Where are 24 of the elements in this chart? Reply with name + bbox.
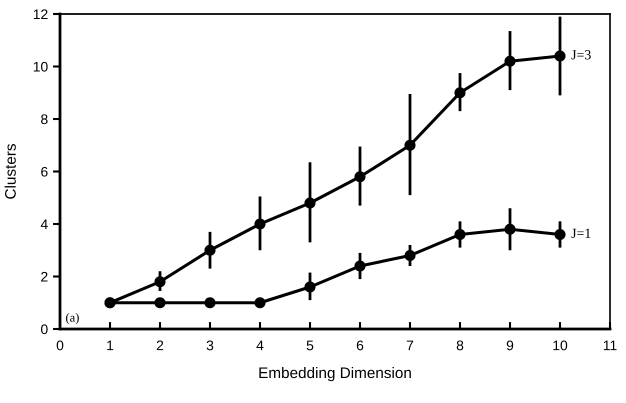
- x-tick-label: 3: [206, 340, 214, 350]
- x-tick-label: 4: [256, 340, 264, 350]
- x-tick-label: 0: [56, 340, 64, 350]
- x-tick-label: 5: [306, 340, 314, 350]
- y-tick-label: 6: [41, 166, 48, 177]
- y-tick-label: 10: [34, 62, 48, 72]
- series-label: J=3: [571, 50, 591, 60]
- series-label: J=1: [571, 228, 590, 238]
- x-tick-label: 7: [406, 340, 414, 350]
- y-tick-label: 8: [41, 114, 48, 124]
- y-tick-label: 12: [34, 9, 48, 20]
- x-tick-label: 11: [604, 340, 617, 350]
- x-tick-label: 1: [107, 340, 114, 350]
- x-tick-label: 10: [553, 340, 568, 350]
- y-tick-label: 0: [41, 324, 48, 334]
- y-axis-title: Clusters: [4, 144, 16, 199]
- y-tick-label: 4: [40, 219, 48, 230]
- x-tick-label: 8: [456, 340, 464, 350]
- y-tick-label: 2: [41, 272, 48, 282]
- x-tick-label: 2: [156, 340, 164, 350]
- x-tick-label: 6: [356, 340, 364, 350]
- x-tick-label: 9: [506, 340, 514, 350]
- annotation: (a): [66, 312, 79, 324]
- x-axis-title: Embedding Dimension: [259, 366, 411, 382]
